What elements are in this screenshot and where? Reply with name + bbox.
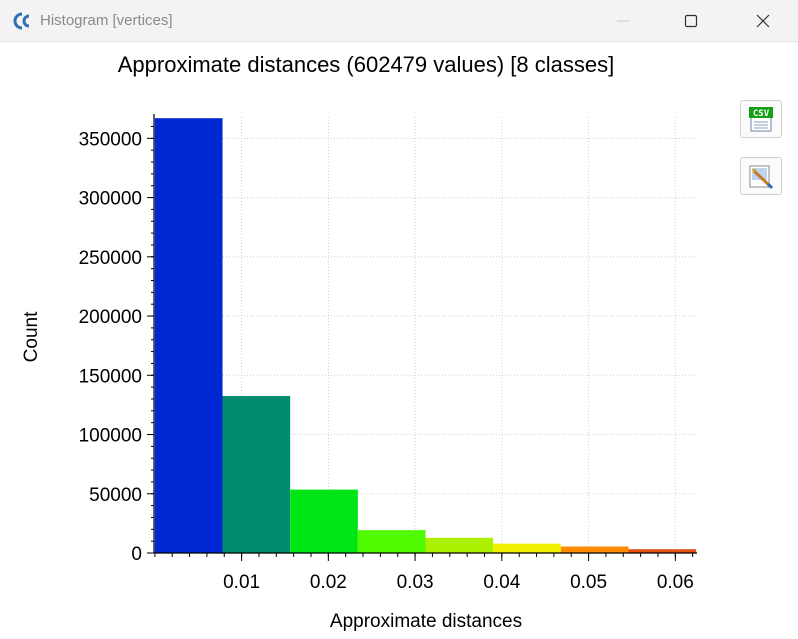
cloudcompare-logo-icon [13, 12, 30, 30]
y-tick-label: 100000 [79, 426, 142, 447]
minimize-icon [617, 20, 629, 22]
histogram-bar-3[interactable] [290, 489, 358, 553]
y-tick-label: 300000 [79, 189, 142, 210]
y-axis-ticks: 0 50000 100000 150000 200000 250000 300000 3500… [79, 125, 154, 565]
y-tick-label: 150000 [79, 366, 142, 387]
histogram-bar-5[interactable] [425, 537, 494, 553]
x-axis-ticks: 0.01 0.02 0.03 0.04 0.05 0.06 [154, 553, 694, 593]
chart-area: Approximate distances (602479 values) [8… [0, 42, 798, 639]
y-tick-label: 0 [131, 544, 142, 565]
histogram-chart: Approximate distances (602479 values) [8… [21, 52, 697, 632]
histogram-bar-8[interactable] [628, 549, 697, 553]
maximize-button[interactable] [666, 3, 716, 39]
x-axis-label: Approximate distances [330, 611, 522, 632]
title-bar: Histogram [vertices] [0, 0, 798, 42]
x-tick-label: 0.02 [310, 572, 347, 593]
chart-title: Approximate distances (602479 values) [8… [118, 52, 614, 77]
histogram-bar-6[interactable] [493, 543, 561, 553]
close-button[interactable] [738, 3, 788, 39]
y-tick-label: 350000 [79, 129, 142, 150]
histogram-bar-4[interactable] [357, 530, 426, 553]
csv-icon-text: CSV [753, 109, 770, 119]
x-tick-label: 0.01 [223, 572, 260, 593]
x-tick-label: 0.03 [397, 572, 434, 593]
export-image-button[interactable] [740, 157, 782, 195]
x-tick-label: 0.06 [657, 572, 694, 593]
window-title: Histogram [vertices] [40, 12, 173, 29]
bars [154, 118, 697, 553]
minimize-button[interactable] [598, 3, 648, 39]
y-axis-label: Count [21, 311, 42, 362]
maximize-icon [684, 14, 698, 28]
grid-lines [154, 117, 697, 553]
y-tick-label: 50000 [89, 485, 142, 506]
x-tick-label: 0.05 [570, 572, 607, 593]
axes [153, 114, 697, 554]
close-icon [756, 14, 770, 28]
x-tick-label: 0.04 [483, 572, 520, 593]
image-export-icon [749, 165, 774, 190]
csv-export-icon: CSV [749, 107, 773, 132]
histogram-bar-2[interactable] [222, 396, 291, 553]
histogram-bar-1[interactable] [154, 118, 223, 553]
export-csv-button[interactable]: CSV [740, 100, 782, 138]
y-tick-label: 200000 [79, 307, 142, 328]
histogram-bar-7[interactable] [560, 546, 629, 553]
y-tick-label: 250000 [79, 248, 142, 269]
